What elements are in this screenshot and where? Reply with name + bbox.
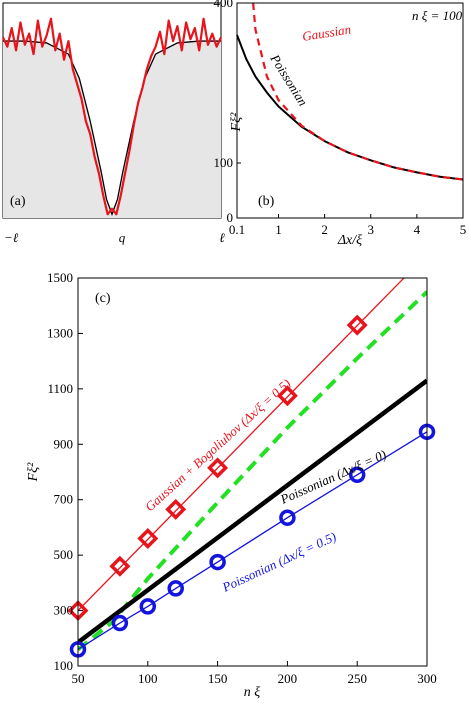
c-series-annotation: Gaussian + Bogoliubov (Δx/ξ = 0.5) <box>142 376 293 515</box>
blue-circle-marker <box>167 580 184 597</box>
annotation-n-xi: n ξ = 100 <box>412 8 463 23</box>
b-xlabel: Δx/ξ <box>337 233 362 248</box>
b-y-tick-label: 0 <box>227 210 234 225</box>
c-y-tick-label: 1100 <box>47 381 73 396</box>
red-diamond-marker <box>276 385 298 407</box>
c-y-tick-label: 900 <box>54 436 74 451</box>
density-fill-area <box>3 41 221 219</box>
c-series-annotation: Poissonian (Δx/ξ = 0.5) <box>219 529 338 595</box>
panel-a: (a) −ℓ q ℓ <box>2 2 225 245</box>
b-ylabel: Fξ² <box>229 112 244 133</box>
red-diamond-marker <box>109 555 131 577</box>
b-x-tick-label: 4 <box>414 222 421 237</box>
b-x-tick-label: 0.1 <box>229 222 245 237</box>
c-x-tick-label: 250 <box>347 671 367 686</box>
c-y-tick-label: 100 <box>54 658 74 673</box>
a-x-tick-label: ℓ <box>219 230 225 245</box>
noisy-density-line <box>2 17 222 216</box>
c-y-tick-label: 700 <box>54 492 74 507</box>
blue-circle-marker <box>111 614 129 632</box>
poissonian-curve <box>236 34 464 181</box>
gaussian-label: Gaussian <box>301 21 352 44</box>
b-x-tick-label: 5 <box>460 222 467 237</box>
gaussian-bogoliubov-line <box>78 278 405 612</box>
panel-b-frame <box>236 2 464 219</box>
blue-circle-marker <box>348 466 366 484</box>
b-y-tick-label: 400 <box>214 0 234 10</box>
panel-a-label: (a) <box>10 194 26 209</box>
b-x-tick-label: 2 <box>321 222 328 237</box>
c-y-tick-label: 1300 <box>47 325 73 340</box>
c-y-tick-label: 300 <box>54 603 74 618</box>
c-series-annotation: Poissonian (Δx/ξ = 0) <box>277 447 388 507</box>
blue-circle-marker <box>209 553 226 571</box>
b-x-tick-label: 1 <box>275 222 282 237</box>
red-diamond-marker <box>137 528 159 549</box>
blue-circle-marker <box>279 509 296 526</box>
c-y-tick-label: 1500 <box>47 270 73 285</box>
a-x-tick-label: −ℓ <box>4 230 19 245</box>
b-y-tick-label: 100 <box>214 155 234 170</box>
c-y-tick-label: 500 <box>54 547 74 562</box>
c-x-tick-label: 50 <box>72 671 85 686</box>
red-diamond-marker <box>165 498 187 520</box>
b-x-tick-label: 3 <box>368 222 375 237</box>
a-x-tick-label: q <box>119 230 126 245</box>
c-x-tick-label: 150 <box>208 671 228 686</box>
green-dashed-line <box>78 290 427 651</box>
blue-circle-marker <box>139 598 157 615</box>
c-x-tick-label: 100 <box>138 671 158 686</box>
panel-c-label: (c) <box>95 291 111 306</box>
c-ylabel: Fξ² <box>26 462 41 483</box>
panel-c-frame <box>77 277 428 667</box>
c-x-tick-label: 200 <box>278 671 298 686</box>
poissonian-zero-line <box>78 378 427 645</box>
panel-b-label: (b) <box>258 194 275 209</box>
panel-c: 50 100 150 200 250 30010030050070090011001300… <box>26 270 437 700</box>
c-x-tick-label: 300 <box>417 671 437 686</box>
red-diamond-marker <box>207 457 229 479</box>
c-xlabel: n ξ <box>244 685 261 700</box>
red-diamond-marker <box>346 314 368 336</box>
gaussian-curve <box>252 2 464 181</box>
